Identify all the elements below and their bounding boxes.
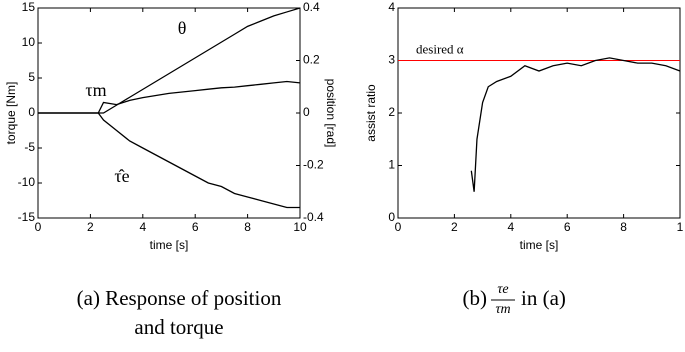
y-axis-label: torque [Nm] (4, 82, 18, 145)
y-tick-label: 5 (28, 70, 35, 84)
caption: and torque (134, 315, 223, 339)
annotation: τm (85, 80, 106, 100)
y-tick-label: -15 (18, 210, 36, 224)
caption: (b) (463, 286, 488, 310)
x-tick-label: 6 (564, 220, 571, 234)
caption-numerator: τe (497, 282, 508, 297)
y-axis-label: assist ratio (364, 84, 378, 142)
x-tick-label: 0 (395, 220, 402, 234)
caption: in (a) (521, 286, 566, 310)
x-tick-label: 4 (139, 220, 146, 234)
x-tick-label: 8 (620, 220, 627, 234)
x-tick-label: 8 (244, 220, 251, 234)
y-tick-label: -5 (24, 140, 35, 154)
x-axis-label: time [s] (150, 238, 189, 252)
y-tick-label: -10 (18, 175, 36, 189)
y2-tick-label: -0.4 (303, 210, 324, 224)
x-tick-label: 2 (87, 220, 94, 234)
y-tick-label: 10 (22, 35, 36, 49)
annotation: τ̂e (114, 166, 129, 186)
data-line (38, 112, 300, 209)
x-tick-label: 10 (293, 220, 307, 234)
reference-label: desired α (416, 41, 464, 56)
x-tick-label: 2 (451, 220, 458, 234)
y-tick-label: 15 (22, 0, 36, 14)
y-tick-label: 1 (388, 158, 395, 172)
y2-tick-label: 0.4 (303, 0, 320, 14)
caption: (a) Response of position (77, 286, 282, 310)
y-tick-label: 4 (388, 0, 395, 14)
y-tick-label: 0 (388, 210, 395, 224)
plot-frame (397, 7, 681, 219)
y-tick-label: 3 (388, 53, 395, 67)
data-line (38, 80, 301, 114)
annotation: θ (178, 18, 187, 38)
y2-tick-label: 0.2 (303, 53, 320, 67)
y2-axis-label: position [rad] (324, 79, 338, 148)
y2-tick-label: -0.2 (303, 158, 324, 172)
y-tick-label: 2 (388, 105, 395, 119)
caption-denominator: τm (495, 302, 510, 317)
data-line (470, 57, 681, 192)
x-tick-label: 0 (35, 220, 42, 234)
y2-tick-label: 0 (303, 105, 310, 119)
y-tick-label: 0 (28, 105, 35, 119)
data-line (38, 7, 301, 114)
x-tick-label: 1 (677, 220, 684, 234)
x-tick-label: 4 (507, 220, 514, 234)
x-tick-label: 6 (192, 220, 199, 234)
x-axis-label: time [s] (520, 238, 559, 252)
